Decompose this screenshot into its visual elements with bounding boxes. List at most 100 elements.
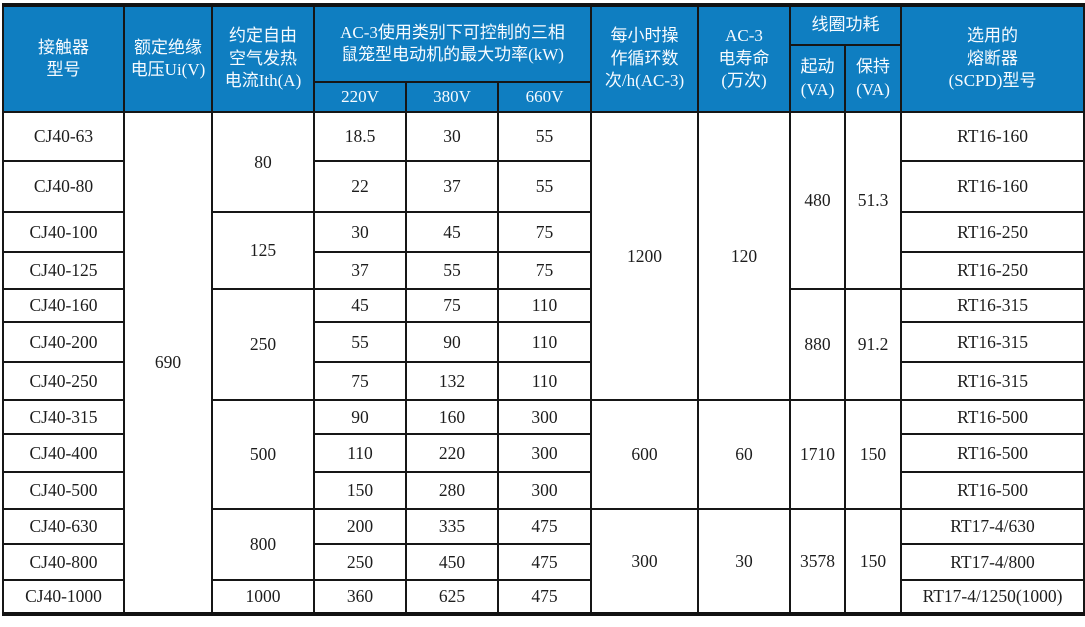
cell-model: CJ40-400 — [2, 433, 125, 473]
cell-kw-380: 220 — [405, 433, 499, 473]
table-header: 接触器 型号 额定绝缘 电压Ui(V) 约定自由 空气发热 电流Ith(A) A… — [2, 4, 1085, 113]
header-kw-220v: 220V — [313, 81, 407, 113]
cell-electrical-life: 30 — [697, 508, 792, 615]
cell-model: CJ40-250 — [2, 361, 125, 401]
cell-kw-220: 75 — [313, 361, 407, 401]
cell-model: CJ40-200 — [2, 321, 125, 363]
table-row: CJ40-500 150 280 300 RT16-500 — [2, 471, 1085, 510]
cell-ith: 500 — [211, 399, 315, 510]
cell-kw-220: 55 — [313, 321, 407, 363]
cell-fuse: RT16-250 — [900, 211, 1085, 253]
table-row: CJ40-200 55 90 110 RT16-315 — [2, 321, 1085, 363]
cell-ui-voltage: 690 — [123, 111, 213, 615]
cell-ith: 80 — [211, 111, 315, 213]
cell-model: CJ40-1000 — [2, 579, 125, 615]
cell-kw-660: 110 — [496, 288, 593, 323]
cell-coil-hold: 150 — [844, 399, 903, 510]
cell-kw-380: 132 — [405, 361, 499, 401]
cell-fuse: RT16-500 — [900, 433, 1085, 473]
table-row: CJ40-630 800 200 335 475 300 30 3578 150… — [2, 508, 1085, 615]
header-row-1: 接触器 型号 额定绝缘 电压Ui(V) 约定自由 空气发热 电流Ith(A) A… — [2, 4, 1085, 113]
cell-ops-per-hour: 600 — [590, 399, 700, 510]
table-body: CJ40-63 690 80 18.5 30 55 1200 120 480 5… — [2, 111, 1085, 615]
cell-fuse: RT16-500 — [900, 399, 1085, 435]
cell-fuse: RT17-4/1250(1000) — [900, 579, 1085, 615]
header-electrical-life: AC-3 电寿命 (万次) — [697, 4, 792, 113]
header-operating-cycles: 每小时操 作循环数 次/h(AC-3) — [590, 4, 700, 113]
header-row-3: 220V 380V 660V — [3, 81, 1084, 113]
cell-kw-660: 300 — [496, 433, 593, 473]
cell-model: CJ40-63 — [2, 111, 125, 162]
cell-kw-660: 300 — [496, 471, 593, 510]
cell-fuse: RT16-500 — [900, 471, 1085, 510]
cell-model: CJ40-125 — [2, 251, 125, 290]
cell-coil-hold: 150 — [844, 508, 903, 615]
cell-kw-220: 360 — [313, 579, 407, 615]
header-thermal-current: 约定自由 空气发热 电流Ith(A) — [211, 4, 315, 113]
cell-ith: 250 — [211, 288, 315, 401]
cell-ops-per-hour: 1200 — [590, 111, 700, 401]
cell-kw-220: 110 — [313, 433, 407, 473]
cell-kw-660: 300 — [496, 399, 593, 435]
header-contactor-model: 接触器 型号 — [2, 4, 125, 113]
cell-coil-start: 3578 — [789, 508, 847, 615]
table-row: CJ40-400 110 220 300 RT16-500 — [2, 433, 1085, 473]
cell-kw-660: 475 — [496, 543, 593, 581]
cell-kw-380: 90 — [405, 321, 499, 363]
cell-model: CJ40-500 — [2, 471, 125, 510]
cell-kw-380: 450 — [405, 543, 499, 581]
cell-kw-380: 335 — [405, 508, 499, 545]
table-row: CJ40-250 75 132 110 RT16-315 — [2, 361, 1085, 401]
table-row: CJ40-800 250 450 475 RT17-4/800 — [2, 543, 1085, 581]
cell-model: CJ40-315 — [2, 399, 125, 435]
cell-fuse: RT16-315 — [900, 361, 1085, 401]
cell-kw-380: 625 — [405, 579, 499, 615]
cell-fuse: RT17-4/800 — [900, 543, 1085, 581]
cell-coil-hold: 51.3 — [844, 111, 903, 290]
cell-kw-380: 37 — [405, 160, 499, 213]
cell-kw-380: 55 — [405, 251, 499, 290]
cell-kw-220: 150 — [313, 471, 407, 510]
cell-fuse: RT16-250 — [900, 251, 1085, 290]
cell-kw-380: 160 — [405, 399, 499, 435]
cell-ith: 125 — [211, 211, 315, 290]
cell-fuse: RT16-315 — [900, 321, 1085, 363]
cell-electrical-life: 120 — [697, 111, 792, 401]
cell-model: CJ40-630 — [2, 508, 125, 545]
header-kw-group: AC-3使用类别下可控制的三相 鼠笼型电动机的最大功率(kW) — [312, 4, 593, 83]
header-coil-hold: 保持 (VA) — [844, 44, 903, 113]
cell-model: CJ40-100 — [2, 211, 125, 253]
cell-coil-start: 1710 — [789, 399, 847, 510]
cell-fuse: RT16-160 — [900, 160, 1085, 213]
cell-kw-660: 55 — [496, 111, 593, 162]
cell-kw-220: 200 — [313, 508, 407, 545]
cell-kw-380: 280 — [405, 471, 499, 510]
cell-electrical-life: 60 — [697, 399, 792, 510]
cell-fuse: RT16-315 — [900, 288, 1085, 323]
header-coil-power-group: 线圈功耗 — [789, 4, 903, 46]
table-row: CJ40-160 250 45 75 110 880 91.2 RT16-315 — [2, 288, 1085, 401]
cell-kw-380: 30 — [405, 111, 499, 162]
header-kw-660v: 660V — [496, 81, 593, 113]
table-row: CJ40-100 125 30 45 75 RT16-250 — [2, 211, 1085, 290]
table-row: CJ40-1000 1000 360 625 475 RT17-4/1250(1… — [2, 579, 1085, 615]
cell-kw-380: 75 — [405, 288, 499, 323]
header-fuse-type: 选用的 熔断器 (SCPD)型号 — [900, 4, 1085, 113]
cell-kw-220: 250 — [313, 543, 407, 581]
header-coil-start: 起动 (VA) — [789, 44, 847, 113]
table-row: CJ40-125 37 55 75 RT16-250 — [2, 251, 1085, 290]
cell-kw-660: 75 — [496, 211, 593, 253]
cell-fuse: RT16-160 — [900, 111, 1085, 162]
header-row-2: 起动 (VA) 保持 (VA) — [3, 44, 1084, 113]
cell-kw-660: 55 — [496, 160, 593, 213]
cell-model: CJ40-160 — [2, 288, 125, 323]
table-row: CJ40-315 500 90 160 300 600 60 1710 150 … — [2, 399, 1085, 510]
cell-kw-660: 75 — [496, 251, 593, 290]
header-rated-insulation-voltage: 额定绝缘 电压Ui(V) — [123, 4, 213, 113]
cell-kw-220: 18.5 — [313, 111, 407, 162]
cell-kw-380: 45 — [405, 211, 499, 253]
table-row: CJ40-80 22 37 55 RT16-160 — [2, 160, 1085, 213]
cell-fuse: RT17-4/630 — [900, 508, 1085, 545]
contactor-spec-table: 接触器 型号 额定绝缘 电压Ui(V) 约定自由 空气发热 电流Ith(A) A… — [2, 3, 1085, 616]
cell-kw-660: 110 — [496, 321, 593, 363]
